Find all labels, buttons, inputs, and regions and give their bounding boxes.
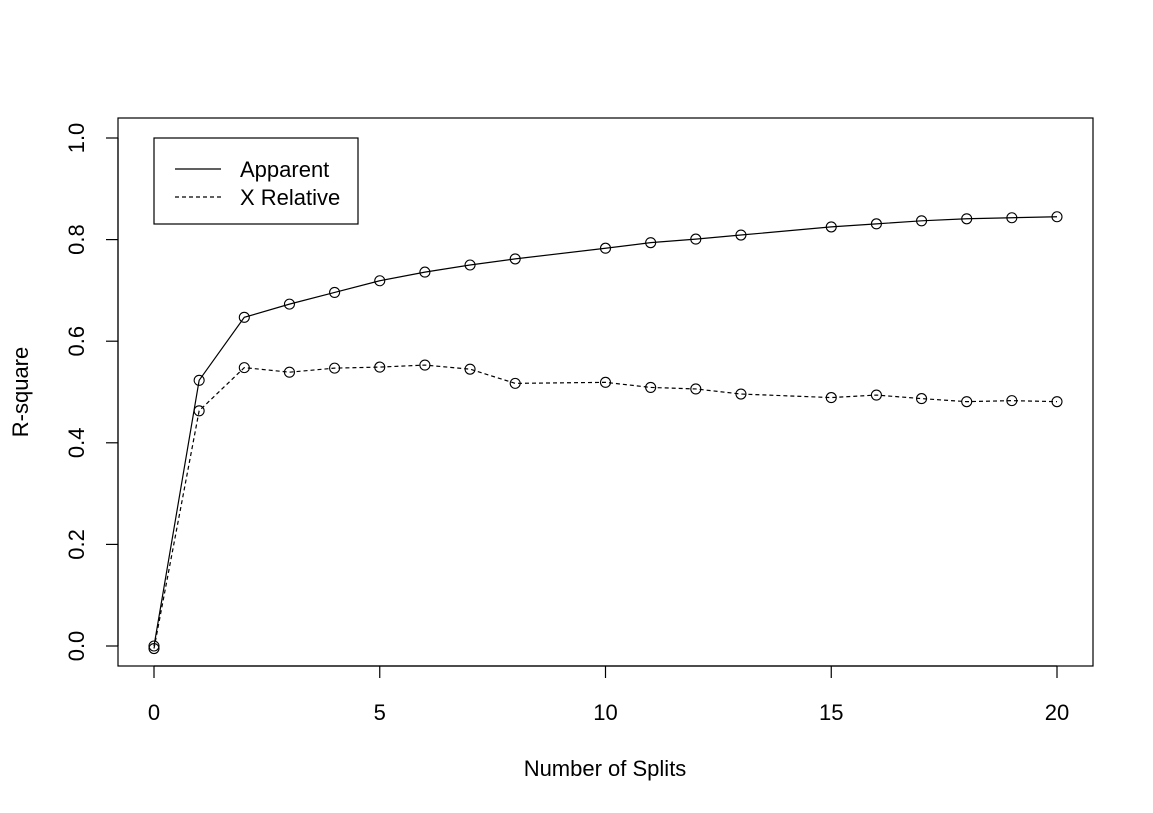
data-point <box>870 218 882 230</box>
data-point <box>238 311 250 323</box>
data-point <box>1051 396 1063 408</box>
data-point <box>961 396 973 408</box>
legend: Apparent X Relative <box>153 137 359 225</box>
y-tick-label: 0.8 <box>64 224 89 255</box>
data-point <box>464 363 476 375</box>
data-point <box>193 405 205 417</box>
y-tick-label: 0.0 <box>64 631 89 662</box>
data-point <box>509 253 521 265</box>
y-axis: 0.0 0.2 0.4 0.6 0.8 1.0 <box>64 123 119 662</box>
x-tick-label: 0 <box>148 700 160 725</box>
y-tick-label: 0.4 <box>64 428 89 459</box>
data-point <box>419 266 431 278</box>
x-axis: 0 5 10 15 20 <box>148 665 1069 725</box>
data-point <box>690 233 702 245</box>
data-point <box>329 286 341 298</box>
data-point <box>148 642 160 655</box>
data-point <box>870 389 882 401</box>
data-point <box>238 362 250 374</box>
data-point <box>915 393 928 405</box>
data-point <box>915 215 928 227</box>
data-point <box>374 361 386 373</box>
data-point <box>961 213 973 225</box>
legend-label-apparent: Apparent <box>240 157 329 182</box>
data-point <box>283 298 296 310</box>
data-point <box>1006 395 1018 407</box>
data-point <box>599 376 612 388</box>
data-point <box>329 362 341 374</box>
data-point <box>735 388 747 400</box>
data-point <box>464 259 476 271</box>
y-tick-label: 1.0 <box>64 123 89 154</box>
series-layer <box>148 211 1063 655</box>
series-x-relative <box>148 359 1063 655</box>
data-point <box>690 383 702 395</box>
y-tick-label: 0.6 <box>64 326 89 357</box>
x-tick-label: 5 <box>374 700 386 725</box>
x-tick-label: 20 <box>1045 700 1069 725</box>
x-tick-label: 15 <box>819 700 843 725</box>
data-point <box>825 392 837 404</box>
data-point <box>419 359 431 371</box>
y-tick-label: 0.2 <box>64 529 89 560</box>
data-point <box>645 381 657 393</box>
series-line-x-relative <box>153 364 1058 649</box>
data-point <box>374 275 386 287</box>
data-point <box>193 374 205 386</box>
x-axis-title: Number of Splits <box>524 756 687 781</box>
data-point <box>1006 212 1018 224</box>
data-point <box>283 366 296 378</box>
data-point <box>509 377 521 389</box>
series-apparent <box>148 211 1063 652</box>
data-point <box>599 242 612 254</box>
legend-label-x-relative: X Relative <box>240 185 340 210</box>
data-point <box>148 640 160 652</box>
series-line-apparent <box>153 216 1058 647</box>
legend-box <box>153 137 359 225</box>
y-axis-title: R-square <box>8 347 33 437</box>
data-point <box>645 237 657 249</box>
data-point <box>735 229 747 241</box>
data-point <box>1051 211 1063 223</box>
x-tick-label: 10 <box>593 700 617 725</box>
data-point <box>825 221 837 233</box>
